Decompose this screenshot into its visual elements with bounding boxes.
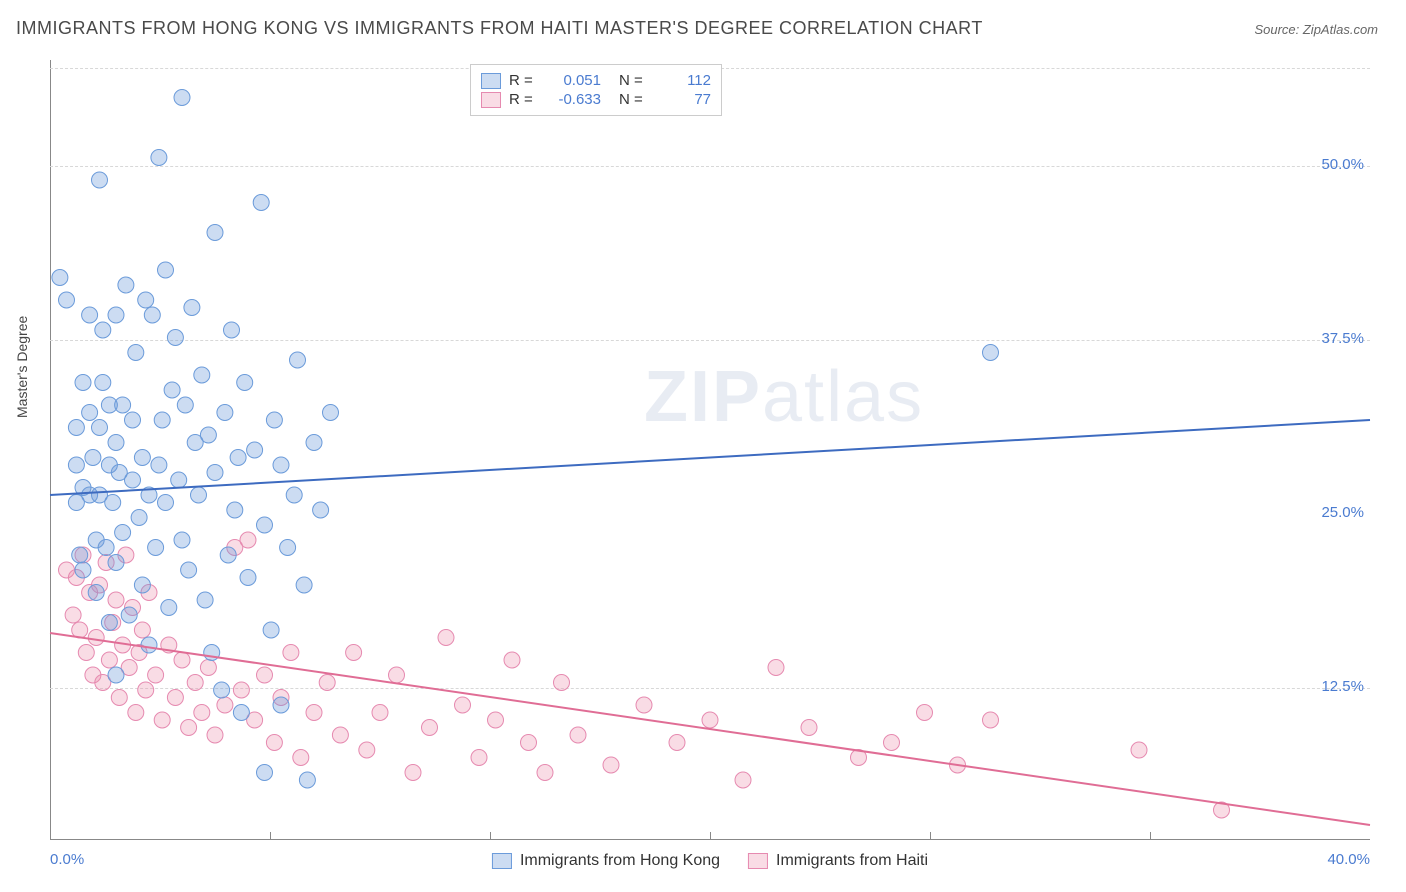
legend-r-value: -0.633 (545, 91, 601, 108)
legend-swatch (481, 92, 501, 108)
legend-row: R = 0.051 N = 112 (481, 71, 711, 90)
chart-title: IMMIGRANTS FROM HONG KONG VS IMMIGRANTS … (16, 18, 983, 39)
source-label: Source: ZipAtlas.com (1254, 22, 1378, 37)
legend-swatch (492, 853, 512, 869)
legend-n-value: 77 (655, 91, 711, 108)
legend-swatch (481, 73, 501, 89)
legend-bottom: Immigrants from Hong Kong Immigrants fro… (492, 852, 928, 870)
legend-r-label: R = (509, 91, 537, 108)
scatter-svg (50, 60, 1370, 840)
legend-label: Immigrants from Hong Kong (520, 852, 720, 870)
chart-container: Master's Degree 50.0% 37.5% 25.0% 12.5% … (50, 60, 1370, 840)
legend-n-value: 112 (655, 72, 711, 89)
legend-label: Immigrants from Haiti (776, 852, 928, 870)
legend-n-label: N = (619, 91, 647, 108)
legend-r-label: R = (509, 72, 537, 89)
legend-item: Immigrants from Haiti (748, 852, 928, 870)
legend-swatch (748, 853, 768, 869)
legend-n-label: N = (619, 72, 647, 89)
legend-item: Immigrants from Hong Kong (492, 852, 720, 870)
x-tick-label: 40.0% (1327, 851, 1370, 868)
plot-area: 50.0% 37.5% 25.0% 12.5% 0.0% 40.0% ZIPat… (50, 60, 1370, 840)
legend-stats: R = 0.051 N = 112 R = -0.633 N = 77 (470, 64, 722, 116)
x-tick-label: 0.0% (50, 851, 84, 868)
legend-r-value: 0.051 (545, 72, 601, 89)
legend-row: R = -0.633 N = 77 (481, 90, 711, 109)
y-axis-label: Master's Degree (14, 316, 30, 418)
